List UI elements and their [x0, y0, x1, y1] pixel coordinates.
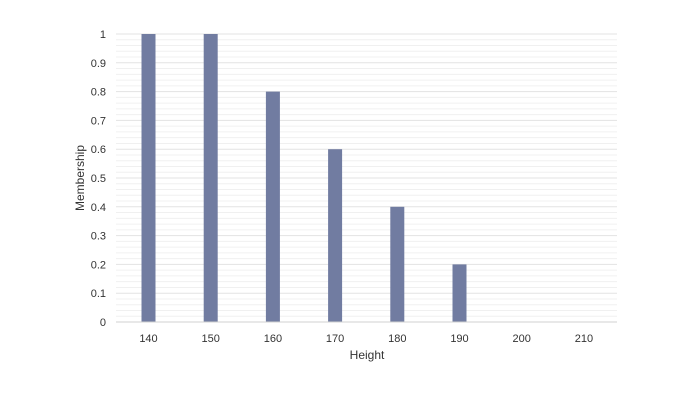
y-tick-label: 0.6 [91, 144, 106, 156]
y-tick-label: 0.2 [91, 259, 106, 271]
x-tick-label: 190 [450, 333, 468, 345]
bar [203, 34, 218, 322]
y-tick-label: 0.7 [91, 115, 106, 127]
y-tick-label: 0 [100, 317, 106, 329]
bar [328, 149, 343, 322]
x-tick-label: 160 [264, 333, 282, 345]
y-tick-label: 1 [100, 29, 106, 41]
y-tick-label: 0.4 [91, 202, 106, 214]
y-tick-label: 0.5 [91, 173, 106, 185]
bar [452, 264, 467, 322]
bar [141, 34, 156, 322]
x-tick-label: 150 [202, 333, 220, 345]
y-tick-label: 0.1 [91, 288, 106, 300]
y-tick-label: 0.8 [91, 87, 106, 99]
grid-lines [116, 33, 617, 323]
bar [390, 206, 405, 322]
x-tick-label: 180 [388, 333, 406, 345]
bars [141, 34, 467, 322]
y-tick-labels: 0 0.1 0.2 0.3 0.4 0.5 0.6 0.7 0.8 0.9 1 [91, 29, 106, 329]
x-tick-label: 140 [139, 333, 157, 345]
x-tick-label: 210 [575, 333, 593, 345]
y-tick-label: 0.3 [91, 231, 106, 243]
x-tick-label: 170 [326, 333, 344, 345]
y-tick-label: 0.9 [91, 58, 106, 70]
x-tick-label: 200 [513, 333, 531, 345]
x-axis-title: Height [350, 348, 385, 362]
y-axis-title: Membership [73, 145, 87, 211]
bar [265, 91, 280, 322]
x-tick-labels: 140 150 160 170 180 190 200 210 [139, 333, 593, 345]
